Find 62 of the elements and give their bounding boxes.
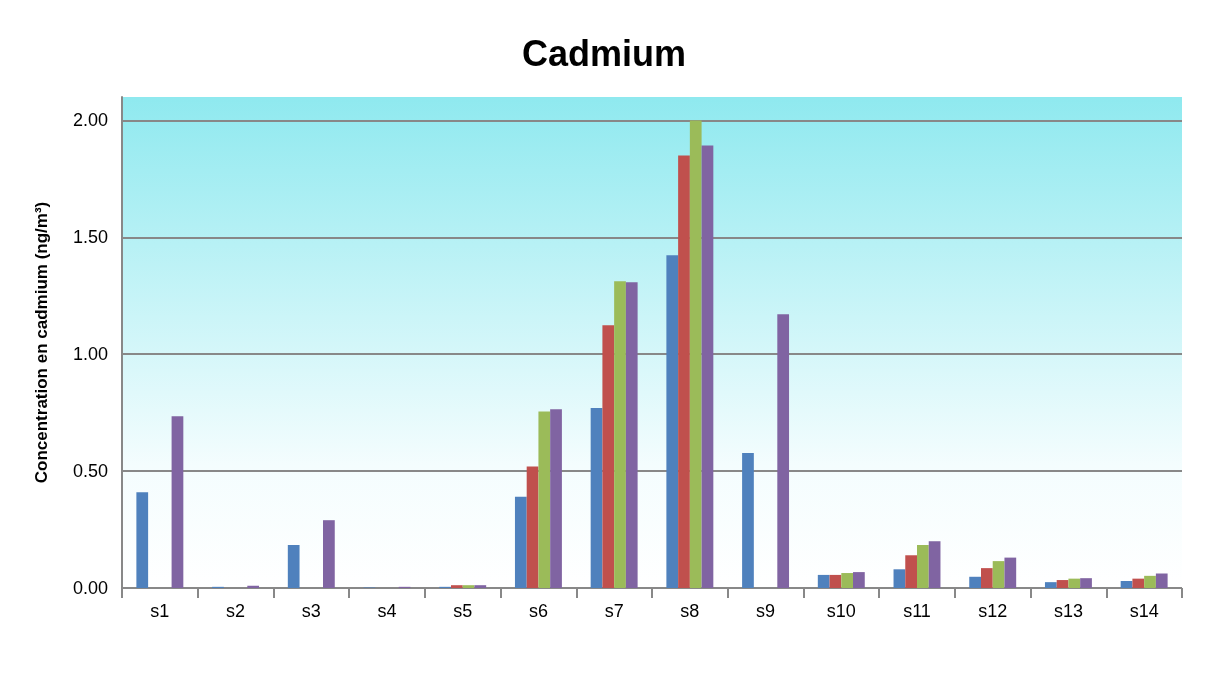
x-tick-label: s13	[1053, 601, 1083, 621]
x-tick-label: s5	[453, 601, 473, 621]
bar	[829, 574, 842, 588]
bar	[474, 585, 487, 588]
bar	[602, 325, 615, 588]
bar	[1144, 575, 1156, 588]
x-tick-label: s4	[377, 601, 397, 621]
bar	[450, 585, 463, 588]
bar	[666, 255, 679, 588]
bar	[526, 466, 539, 588]
bar	[1155, 573, 1168, 588]
y-tick-label: 1.00	[72, 344, 108, 365]
bar	[590, 407, 603, 588]
bar	[817, 574, 830, 588]
bar	[1044, 582, 1057, 588]
x-tick-label: s7	[604, 601, 624, 621]
bar	[136, 492, 149, 588]
bar	[1080, 578, 1092, 588]
bar	[893, 569, 906, 588]
bar	[689, 120, 702, 588]
y-tick-label: 0.00	[72, 578, 108, 598]
bar	[917, 544, 929, 588]
x-tick-label: s2	[226, 601, 246, 621]
bar	[287, 544, 300, 588]
bar	[1056, 580, 1069, 588]
bar	[614, 281, 626, 588]
bar	[992, 561, 1005, 588]
x-tick-label: s3	[301, 601, 321, 621]
bar	[514, 496, 527, 588]
x-tick-label: s10	[826, 601, 856, 621]
x-tick-label: s12	[978, 601, 1008, 621]
y-tick-label: 2.00	[72, 110, 108, 131]
bar	[1068, 578, 1081, 588]
bar	[841, 573, 854, 588]
x-tick-label: s6	[528, 601, 548, 621]
bar	[678, 155, 690, 588]
x-tick-label: s8	[680, 601, 700, 621]
bar	[853, 572, 865, 588]
bar	[538, 411, 551, 588]
bar	[1004, 557, 1017, 588]
bar	[462, 585, 475, 588]
chart-title: Cadmium	[521, 32, 687, 74]
y-tick-label: 0.50	[72, 461, 108, 482]
bar	[928, 541, 941, 588]
bar	[625, 282, 638, 588]
bar	[742, 453, 754, 588]
bar	[701, 145, 714, 588]
x-tick-label: s11	[903, 601, 931, 621]
bar	[969, 576, 981, 588]
bar	[323, 520, 335, 588]
bar	[980, 568, 993, 588]
bar	[1120, 580, 1133, 588]
bar	[905, 555, 917, 588]
y-axis-title: Concentration en cadmium (ng/m³)	[32, 201, 51, 484]
x-tick-label: s14	[1129, 601, 1159, 621]
bar	[550, 409, 562, 588]
bar	[1132, 578, 1145, 588]
x-tick-label: s1	[150, 601, 170, 621]
y-tick-label: 1.50	[72, 227, 108, 248]
bar	[777, 314, 790, 588]
bar	[171, 416, 184, 588]
x-tick-label: s9	[756, 601, 776, 621]
